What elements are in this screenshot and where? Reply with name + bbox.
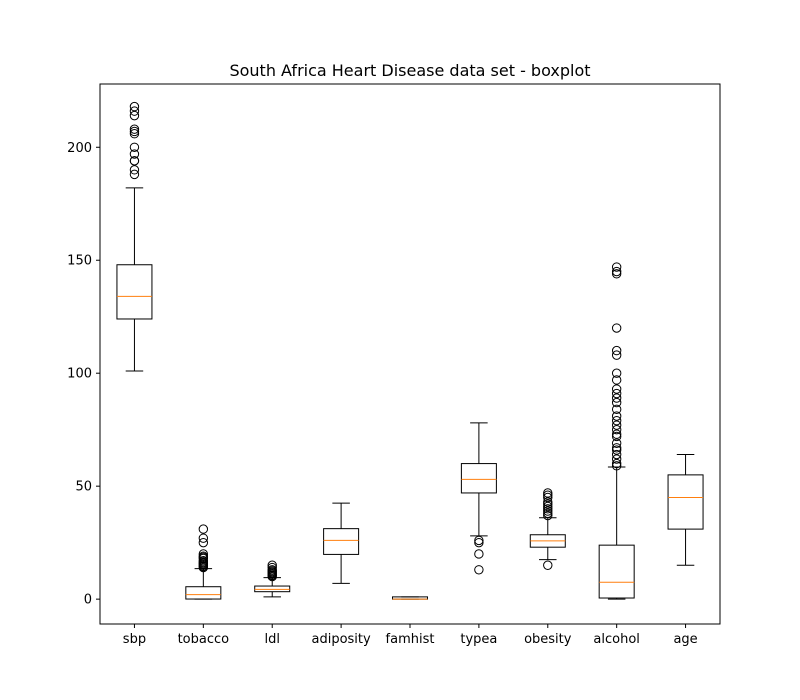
x-tick-label: typea bbox=[460, 632, 497, 647]
iqr-box bbox=[598, 544, 635, 599]
outlier-point bbox=[198, 551, 209, 561]
outlier-point bbox=[129, 106, 140, 116]
outlier-point bbox=[129, 126, 140, 137]
outlier-point bbox=[543, 499, 553, 509]
x-tick-label: famhist bbox=[386, 632, 435, 647]
box-sbp bbox=[116, 101, 153, 372]
outlier-point bbox=[129, 165, 140, 175]
box-typea bbox=[460, 422, 497, 575]
outlier-point bbox=[474, 535, 484, 546]
outlier-point bbox=[611, 375, 622, 385]
outlier-point bbox=[198, 556, 209, 566]
outlier-point bbox=[611, 454, 622, 464]
box-adiposity bbox=[323, 502, 360, 584]
outlier-point bbox=[129, 149, 140, 159]
outlier-point bbox=[611, 388, 622, 399]
outlier-point bbox=[611, 404, 622, 415]
box-alcohol bbox=[598, 262, 635, 600]
x-tick-label: alcohol bbox=[593, 632, 639, 647]
plot-area bbox=[116, 101, 704, 600]
outlier-point bbox=[611, 431, 622, 442]
box-obesity bbox=[529, 488, 566, 570]
plot-frame bbox=[99, 83, 721, 625]
outlier-point bbox=[267, 565, 277, 575]
outlier-point bbox=[611, 420, 622, 430]
outlier-point bbox=[611, 449, 622, 460]
outlier-point bbox=[543, 560, 553, 570]
outlier-point bbox=[611, 424, 622, 435]
outlier-point bbox=[474, 565, 484, 575]
box-famhist bbox=[392, 596, 428, 600]
outlier-point bbox=[267, 560, 277, 570]
iqr-box bbox=[185, 586, 222, 600]
box-ldl bbox=[254, 560, 291, 598]
outlier-point bbox=[129, 169, 140, 180]
iqr-box bbox=[116, 264, 153, 320]
y-tick-label: 200 bbox=[67, 141, 92, 156]
outlier-point bbox=[611, 393, 622, 403]
outlier-point bbox=[611, 443, 622, 453]
outlier-point bbox=[198, 537, 209, 548]
x-tick-label: sbp bbox=[123, 632, 146, 647]
outlier-point bbox=[129, 124, 140, 134]
outlier-point bbox=[543, 501, 553, 512]
x-tick-label: tobacco bbox=[178, 632, 230, 647]
y-tick-label: 100 bbox=[67, 367, 92, 382]
x-tick-label: ldl bbox=[264, 632, 279, 647]
outlier-point bbox=[474, 549, 484, 559]
outlier-point bbox=[543, 490, 553, 500]
outlier-point bbox=[611, 350, 622, 360]
x-axis: sbp tobacco ldl adiposity famhist typea obesit… bbox=[123, 624, 698, 647]
outlier-point bbox=[543, 497, 553, 507]
x-tick-label: adiposity bbox=[312, 632, 372, 647]
outlier-point bbox=[611, 384, 622, 394]
outlier-point bbox=[129, 129, 140, 139]
outlier-point bbox=[611, 438, 622, 448]
outlier-point bbox=[129, 101, 140, 112]
outlier-point bbox=[129, 110, 140, 121]
outlier-point bbox=[543, 510, 553, 521]
outlier-point bbox=[611, 266, 622, 277]
outlier-point bbox=[611, 262, 622, 272]
iqr-box bbox=[460, 463, 497, 494]
outlier-point bbox=[543, 488, 553, 498]
outlier-point bbox=[543, 504, 553, 514]
y-tick-label: 0 bbox=[84, 593, 92, 608]
outlier-point bbox=[611, 411, 622, 421]
outlier-point bbox=[611, 323, 622, 333]
outlier-point bbox=[129, 142, 140, 152]
outlier-point bbox=[474, 537, 484, 548]
outlier-point bbox=[611, 397, 622, 408]
y-tick-label: 150 bbox=[67, 254, 92, 269]
y-tick-label: 50 bbox=[75, 480, 92, 495]
outlier-point bbox=[611, 458, 622, 469]
outlier-point bbox=[611, 445, 622, 455]
outlier-point bbox=[198, 533, 209, 543]
iqr-box bbox=[667, 474, 704, 530]
x-tick-label: obesity bbox=[524, 632, 572, 647]
outlier-point bbox=[198, 524, 209, 534]
x-tick-label: age bbox=[673, 632, 697, 647]
outlier-point bbox=[611, 429, 622, 439]
y-axis: 0 50 100 150 200 bbox=[67, 141, 100, 608]
iqr-box bbox=[323, 528, 360, 555]
iqr-box bbox=[254, 585, 291, 593]
box-tobacco bbox=[185, 524, 222, 600]
outlier-point bbox=[543, 508, 553, 518]
outlier-point bbox=[611, 345, 622, 356]
outlier-point bbox=[611, 269, 622, 279]
outlier-point bbox=[611, 415, 622, 426]
box-age bbox=[667, 454, 704, 566]
outlier-point bbox=[611, 461, 622, 471]
outlier-point bbox=[198, 549, 209, 559]
outlier-point bbox=[129, 156, 140, 166]
outlier-point bbox=[611, 368, 622, 378]
chart-title: South Africa Heart Disease data set - bo… bbox=[229, 61, 590, 80]
outlier-point bbox=[543, 492, 553, 503]
outlier-point bbox=[267, 562, 277, 573]
outlier-point bbox=[543, 506, 553, 516]
